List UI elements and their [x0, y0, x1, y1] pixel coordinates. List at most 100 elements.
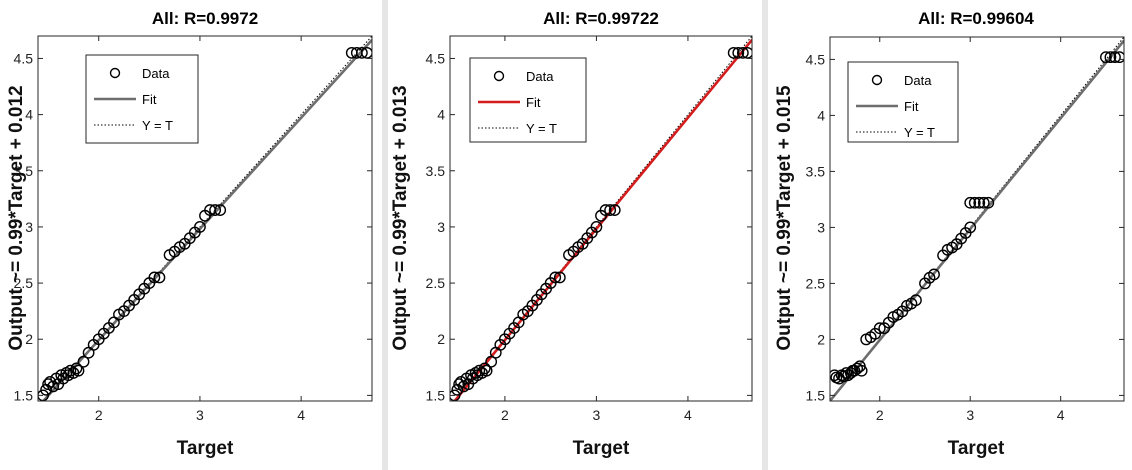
y-tick-label: 1.5 — [806, 387, 826, 403]
data-point — [964, 221, 977, 234]
y-tick-label: 4.5 — [426, 50, 446, 66]
data-point — [1104, 51, 1117, 64]
y-tick-label: 2 — [25, 331, 33, 347]
x-tick-label: 4 — [684, 407, 692, 423]
data-point — [473, 364, 486, 377]
data-point — [1100, 51, 1112, 64]
data-point — [982, 196, 995, 209]
chart-title: All: R=0.9972 — [152, 9, 258, 28]
chart-svg: All: R=0.99722 2 3 4 1.5 2 2.5 3 3.5 4 4.5 Target Ou… — [390, 9, 753, 459]
data-point — [840, 367, 853, 379]
legend-label: Y = T — [526, 121, 557, 136]
y-tick-label: 1.5 — [426, 387, 446, 403]
y-tick-label: 3.5 — [806, 163, 826, 179]
data-point — [194, 221, 206, 233]
y-axis-label: Output ~= 0.99*Target + 0.012 — [6, 85, 27, 350]
y-tick-label: 2.5 — [14, 275, 34, 291]
y-tick-label: 2 — [817, 331, 825, 347]
data-point — [928, 268, 940, 281]
x-tick-label: 4 — [297, 407, 305, 423]
y-tick-label: 4 — [817, 107, 825, 123]
legend-data-marker — [109, 67, 121, 79]
x-axis-label: Target — [573, 438, 630, 459]
data-point — [837, 370, 850, 383]
x-tick-label: 2 — [876, 407, 884, 423]
y-axis-label: Output ~= 0.99*Target + 0.013 — [390, 85, 411, 350]
y-tick-label: 2 — [437, 331, 445, 347]
x-tick-label: 2 — [95, 407, 103, 423]
panel-divider — [762, 0, 768, 470]
plot-frame — [37, 35, 373, 402]
data-point — [553, 271, 566, 284]
data-point — [873, 322, 886, 335]
plot-frame — [829, 36, 1125, 402]
plot-frame — [449, 35, 753, 402]
data-point — [478, 362, 491, 375]
y-tick-label: 4.5 — [806, 51, 826, 67]
legend-data-marker — [871, 74, 883, 86]
chart-svg: All: R=0.9972 2 3 4 1.5 2 2.5 3 3.5 4 4.5 Target Out… — [6, 9, 373, 459]
data-point — [1113, 51, 1124, 64]
chart-title: All: R=0.99722 — [543, 9, 659, 28]
data-point — [973, 196, 986, 209]
data-point — [77, 355, 90, 368]
legend-label: Data — [142, 66, 170, 81]
y-tick-label: 4 — [25, 107, 33, 123]
data-point — [549, 271, 562, 284]
data-point — [604, 204, 617, 216]
y-tick-label: 2.5 — [426, 275, 446, 291]
data-point — [214, 204, 227, 216]
data-point — [480, 364, 493, 377]
plot-marks — [450, 36, 752, 401]
fit-line — [41, 39, 372, 401]
x-tick-label: 2 — [501, 407, 509, 423]
data-point — [910, 294, 922, 307]
data-point — [70, 362, 83, 375]
legend-label: Fit — [142, 92, 157, 107]
x-axis-label: Target — [948, 438, 1005, 459]
data-point — [732, 46, 745, 59]
data-point — [485, 355, 498, 368]
x-tick-label: 3 — [196, 407, 204, 423]
data-point — [153, 271, 166, 284]
data-point — [608, 204, 621, 216]
y-tick-label: 1.5 — [14, 387, 34, 403]
y-tick-label: 3 — [25, 219, 33, 235]
y-tick-label: 4.5 — [14, 50, 34, 66]
y-tick-label: 3.5 — [426, 163, 446, 179]
plot-marks — [830, 37, 1124, 401]
data-point — [64, 364, 77, 377]
y-tick-label: 4 — [437, 107, 445, 123]
y-axis-label: Output ~= 0.99*Target + 0.015 — [774, 85, 795, 351]
legend-label: Y = T — [142, 118, 173, 133]
y-tick-label: 3.5 — [14, 163, 34, 179]
data-point — [727, 46, 740, 59]
data-point — [590, 221, 603, 233]
data-point — [361, 46, 372, 59]
legend-label: Fit — [526, 95, 541, 110]
data-point — [148, 271, 161, 284]
data-point — [209, 204, 222, 216]
chart-title: All: R=0.99604 — [918, 9, 1034, 28]
x-tick-label: 4 — [1057, 407, 1065, 423]
legend: Data Fit Y = T — [85, 54, 199, 144]
chart-svg: All: R=0.99604 2 3 4 1.5 2 2.5 3 3.5 4 4.5 Target Ou… — [774, 9, 1125, 459]
x-tick-label: 3 — [593, 407, 601, 423]
legend-data-marker — [493, 70, 505, 82]
y-tick-label: 2.5 — [806, 275, 826, 291]
x-axis-label: Target — [177, 438, 234, 459]
data-point — [1109, 51, 1121, 64]
data-point — [599, 204, 612, 216]
chart-panel-3: All: R=0.99604 2 3 4 1.5 2 2.5 3 3.5 4 4.5 Target Ou… — [768, 0, 1132, 470]
fit-line — [830, 39, 1124, 401]
y-tick-label: 3 — [817, 219, 825, 235]
data-point — [855, 364, 868, 377]
legend: Data Fit Y = T — [847, 61, 959, 143]
legend-label: Fit — [904, 99, 919, 114]
data-point — [355, 46, 368, 59]
legend-box — [847, 61, 959, 143]
data-point — [736, 46, 749, 59]
y-tick-label: 3 — [437, 219, 445, 235]
legend: Data Fit Y = T — [469, 57, 587, 143]
chart-panel-2: All: R=0.99722 2 3 4 1.5 2 2.5 3 3.5 4 4.5 Target Ou… — [386, 0, 760, 470]
